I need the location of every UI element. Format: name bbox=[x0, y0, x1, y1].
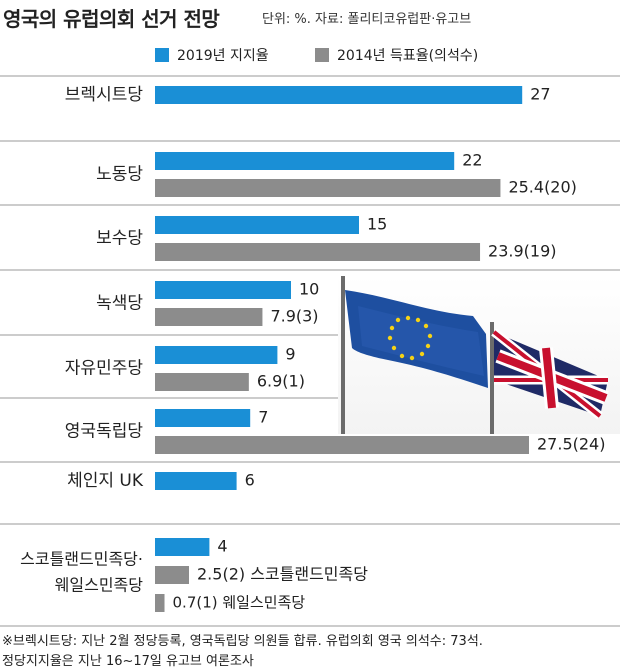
data-label-2014: 6.9(1) bbox=[257, 372, 305, 391]
category-label: 체인지 UK bbox=[67, 471, 144, 491]
legend-label-2014: 2014년 득표율(의석수) bbox=[337, 48, 479, 64]
bar-2014 bbox=[155, 243, 481, 261]
data-label-2019: 22 bbox=[462, 151, 482, 170]
category-label: 자유민주당 bbox=[65, 359, 144, 379]
data-label-2014: 2.5(2) 스코틀랜드민족당 bbox=[197, 565, 368, 584]
legend-swatch-gray bbox=[315, 48, 329, 62]
bar-2014 bbox=[155, 308, 263, 326]
category-label: 영국독립당 bbox=[65, 422, 144, 442]
category-label: 보수당 bbox=[96, 229, 143, 249]
legend-item-2014: 2014년 득표율(의석수) bbox=[315, 45, 478, 65]
category-label: 스코틀랜드민족당· bbox=[20, 550, 143, 569]
bar-2014 bbox=[155, 594, 165, 612]
category-label: 웨일스민족당 bbox=[55, 576, 144, 595]
data-label-2019: 9 bbox=[285, 345, 295, 364]
bar-2019 bbox=[155, 346, 278, 364]
bar-2014 bbox=[155, 436, 529, 454]
data-label-2014: 27.5(24) bbox=[537, 435, 605, 454]
bar-2019 bbox=[155, 216, 359, 234]
uk-flag bbox=[491, 328, 609, 420]
bar-2019 bbox=[155, 86, 523, 104]
bar-2014 bbox=[155, 179, 501, 197]
data-label-2019: 15 bbox=[367, 215, 387, 234]
flagpole-left bbox=[341, 276, 345, 434]
legend-item-2019: 2019년 지지율 bbox=[155, 45, 269, 65]
bar-2019 bbox=[155, 472, 237, 490]
data-label-2014: 23.9(19) bbox=[488, 242, 556, 261]
eu-flag-stars bbox=[387, 315, 433, 361]
data-label-2019: 7 bbox=[258, 408, 268, 427]
bar-2014 bbox=[155, 373, 249, 391]
data-label-2014: 25.4(20) bbox=[508, 178, 576, 197]
category-label: 녹색당 bbox=[96, 294, 143, 314]
category-label: 브렉시트당 bbox=[65, 85, 144, 105]
data-label-2019: 6 bbox=[245, 471, 255, 490]
legend-label-2019: 2019년 지지율 bbox=[177, 48, 269, 64]
data-label-2019: 10 bbox=[299, 280, 319, 299]
bar-2019 bbox=[155, 538, 210, 556]
chart-title: 영국의 유럽의회 선거 전망 bbox=[3, 7, 220, 31]
footnote-2: 정당지지율은 지난 16~17일 유고브 여론조사 bbox=[2, 654, 254, 669]
bar-2019 bbox=[155, 152, 455, 170]
data-label-2014: 0.7(1) 웨일스민족당 bbox=[173, 594, 306, 612]
data-label-2019: 4 bbox=[217, 537, 227, 556]
legend-swatch-blue bbox=[155, 48, 169, 62]
bar-2019 bbox=[155, 281, 291, 299]
eu-and-uk-flags-photo bbox=[338, 276, 620, 434]
footnote-1: ※브렉시트당: 지난 2월 정당등록, 영국독립당 의원들 합류. 유럽의회 영… bbox=[2, 634, 483, 649]
bar-2019 bbox=[155, 409, 251, 427]
category-label: 노동당 bbox=[96, 165, 143, 185]
chart-subtitle: 단위: %. 자료: 폴리티코유럽판·유고브 bbox=[262, 12, 472, 27]
data-label-2019: 27 bbox=[530, 85, 550, 104]
bar-2014 bbox=[155, 566, 189, 584]
flagpole-right bbox=[490, 322, 494, 434]
data-label-2014: 7.9(3) bbox=[270, 307, 318, 326]
